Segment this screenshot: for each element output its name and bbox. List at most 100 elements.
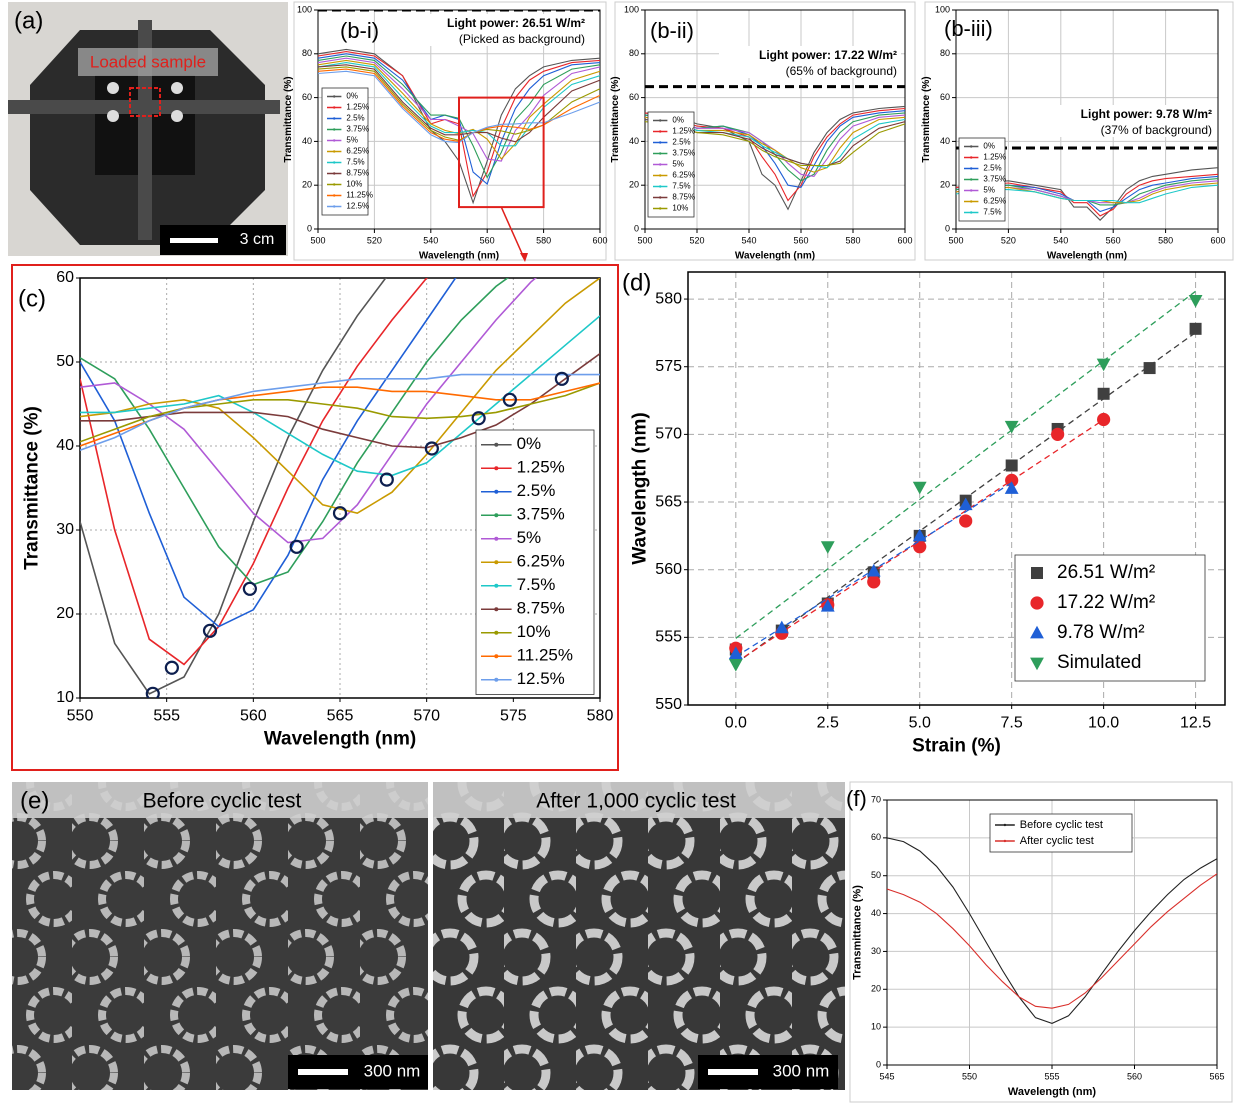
sem-image [12,782,428,1090]
point [820,599,835,612]
legend-label: 3.75% [346,125,369,134]
x-tick-label: 560 [480,235,495,245]
x-tick-label: 560 [793,235,808,245]
y-tick-label: 10 [56,689,74,706]
y-tick-label: 40 [629,136,639,146]
scale-bar [170,238,218,243]
x-tick-label: 570 [413,708,440,725]
legend-label: Before cyclic test [1020,819,1103,831]
legend-label: 10% [672,204,688,213]
y-tick-label: 80 [302,48,312,58]
x-tick-label: 580 [536,235,551,245]
legend-dot [333,95,336,98]
legend-dot [659,196,662,199]
point [820,541,835,554]
x-tick-label: 560 [1106,235,1121,245]
y-tick-label: 30 [871,946,881,956]
legend-label: 10% [517,622,551,641]
legend-dot [494,677,499,682]
annotation-bg [719,46,901,78]
y-tick-label: 60 [871,832,881,842]
y-tick-label: 100 [935,4,950,14]
y-tick-label: 0 [307,223,312,233]
point [1031,567,1043,579]
minimum-marker [554,371,569,386]
legend-dot [970,178,973,181]
x-tick-label: 545 [879,1071,894,1081]
x-tick-label: 520 [367,235,382,245]
caption-band [12,782,428,818]
point [913,540,927,554]
point [867,575,881,589]
y-tick-label: 560 [655,561,682,578]
legend-dot [333,205,336,208]
annotation-bg [407,14,589,46]
point [1051,427,1065,441]
series-line [956,175,1218,213]
chart: 10 20 30 40 50 60 550 555 560 565 570 575 580 Wavelen… [18,269,613,749]
legend-label: 3.75% [672,149,695,158]
scale-bar [298,1069,348,1075]
y-tick-label: 60 [940,92,950,102]
minimum-marker [471,411,486,426]
series-line [80,373,600,451]
legend-dot [970,167,973,170]
legend-label: 0% [983,142,995,151]
minimum-marker [145,686,160,698]
y-tick-label: 40 [871,908,881,918]
legend: 26.51 W/m² 17.22 W/m² 9.78 W/m² Simulated [1014,554,1206,682]
point [1143,362,1156,375]
series-line [645,105,905,211]
y-tick-label: 0 [634,223,639,233]
y-axis-title: Transmittance (%) [610,76,621,162]
scale-bar-label: 3 cm [240,231,275,248]
series-line [645,112,905,182]
panel-label: (b-ii) [650,18,694,43]
legend-label: 5% [517,528,542,547]
legend-dot [333,117,336,120]
chart: 0 20 40 60 80 100 500 520 540 560 580 600 Wavelength… [610,1,916,262]
point [959,514,973,528]
legend-dot [333,172,336,175]
point [1030,657,1044,671]
screw [107,82,119,94]
legend-label: 12.5% [346,202,369,211]
photo-panel: Loaded sample (a) 3 cm [8,2,288,256]
y-tick-label: 550 [655,696,682,713]
sem-panel: (e) Before cyclic test After 1,000 cycli… [12,782,845,1090]
legend-label: 7.5% [672,182,690,191]
legend-label: 1.25% [672,127,695,136]
legend-label: 7.5% [517,575,556,594]
x-axis-title: Wavelength (nm) [419,251,499,262]
series-line [956,180,1218,204]
x-tick-label: 565 [1209,1071,1224,1081]
legend-dot [659,130,662,133]
legend-dot [333,139,336,142]
legend-dot [494,442,499,447]
x-tick-label: 580 [845,235,860,245]
x-tick-label: 600 [1210,235,1225,245]
x-tick-label: 2.5 [817,715,839,732]
legend-dot [1003,823,1007,827]
plot-area [318,10,600,205]
legend-label: 5% [672,160,684,169]
legend-label: 17.22 W/m² [1057,592,1155,613]
y-tick-label: 50 [871,870,881,880]
series-line [80,278,457,628]
y-tick-label: 0 [945,223,950,233]
minimum-marker [289,539,304,554]
zoom-arrow [500,206,525,259]
x-tick-label: 575 [500,708,527,725]
annotation: Loaded sample [90,52,206,71]
point [912,528,927,542]
x-tick-label: 500 [310,235,325,245]
legend-dot [494,536,499,541]
point [1097,412,1111,427]
legend-label: 9.78 W/m² [1057,622,1145,643]
legend-dot [333,183,336,186]
point [1004,481,1019,494]
y-tick-label: 20 [629,180,639,190]
legend-dot [659,174,662,177]
series-line [318,70,600,144]
